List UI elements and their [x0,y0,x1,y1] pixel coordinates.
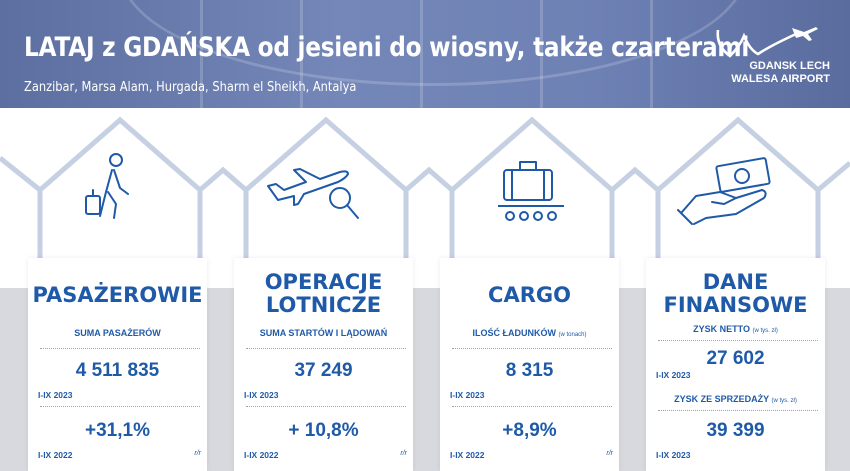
period-previous: I-IX 2022 [244,450,279,460]
page-title: LATAJ z GDAŃSKA od jesieni do wiosny, ta… [24,32,750,63]
card-label: ILOŚĆ ŁADUNKÓW (w tonach) [440,328,619,338]
terminal-beam [300,0,303,108]
card-change: +8,9% [502,420,557,441]
card-label: SUMA STARTÓW I LĄDOWAŃ [259,328,388,338]
card-title-line-1: DANE [702,270,769,294]
divider [658,340,818,341]
period-current: I-IX 2023 [38,390,73,400]
divider [40,406,200,407]
hexagon-pattern [0,116,850,288]
card-title: CARGO [488,283,571,307]
terminal-beam [540,0,543,108]
terminal-beam [200,0,203,108]
period-previous: I-IX 2022 [450,450,485,460]
period-current: I-IX 2023 [244,390,279,400]
divider [40,348,200,349]
divider [246,348,406,349]
card-title-line-2: LOTNICZE [265,293,382,317]
card-label-2-text: ZYSK ZE SPRZEDAŻY [674,394,769,404]
card-title: PASAŻEROWIE [32,283,203,307]
card-label: ZYSK NETTO (w tys. zł) [646,324,825,334]
card-value: 27 602 [706,348,765,369]
airplane-search-icon [267,168,359,219]
card-financial-data: DANE FINANSOWE ZYSK NETTO (w tys. zł) 27… [646,258,825,471]
period-current: I-IX 2023 [450,390,485,400]
yoy-label: r/r [400,450,407,457]
card-value: 4 511 835 [75,360,160,381]
period-previous: I-IX 2022 [38,450,73,460]
divider [452,348,612,349]
logo-line-1: GDANSK LECH [749,60,830,72]
terminal-beam [420,0,423,108]
card-label-text: ILOŚĆ ŁADUNKÓW [472,328,556,338]
card-label-unit: (w tonach) [558,332,587,338]
period-current: I-IX 2023 [656,370,691,380]
cargo-baggage-icon [498,161,564,221]
card-title-line-1: OPERACJE [264,270,383,294]
card-title-line-2: FINANSOWE [663,293,808,317]
airplane-logo-icon [716,27,818,58]
divider [246,406,406,407]
card-value: 37 249 [294,360,353,381]
terminal-beam [650,0,653,108]
yoy-label: r/r [606,450,613,457]
page-subtitle: Zanzibar, Marsa Alam, Hurgada, Sharm el … [24,80,357,95]
card-label-2-unit: (w tys. zł) [771,398,797,404]
card-change: +31,1% [85,420,150,441]
period-current-2: I-IX 2023 [656,450,691,460]
header-banner: LATAJ z GDAŃSKA od jesieni do wiosny, ta… [0,0,850,108]
card-label-unit: (w tys. zł) [752,328,778,334]
card-value-2: 39 399 [706,420,765,441]
card-flight-operations: OPERACJE LOTNICZE SUMA STARTÓW I LĄDOWAŃ… [234,258,413,471]
yoy-label: r/r [194,450,201,457]
card-value: 8 315 [505,360,554,381]
hand-money-icon [677,157,771,225]
card-label-text: ZYSK NETTO [693,324,750,334]
traveler-with-suitcase-icon [85,153,129,219]
card-label-2: ZYSK ZE SPRZEDAŻY (w tys. zł) [646,394,825,404]
divider [658,410,818,411]
card-change: + 10,8% [288,420,359,441]
card-passengers: PASAŻEROWIE SUMA PASAŻERÓW 4 511 835 I-I… [28,258,207,471]
airport-logo: GDANSK LECH WALESA AIRPORT [700,24,830,85]
card-label: SUMA PASAŻERÓW [74,328,161,338]
logo-line-2: WALESA AIRPORT [731,73,830,85]
divider [452,406,612,407]
card-cargo: CARGO ILOŚĆ ŁADUNKÓW (w tonach) 8 315 I-… [440,258,619,471]
